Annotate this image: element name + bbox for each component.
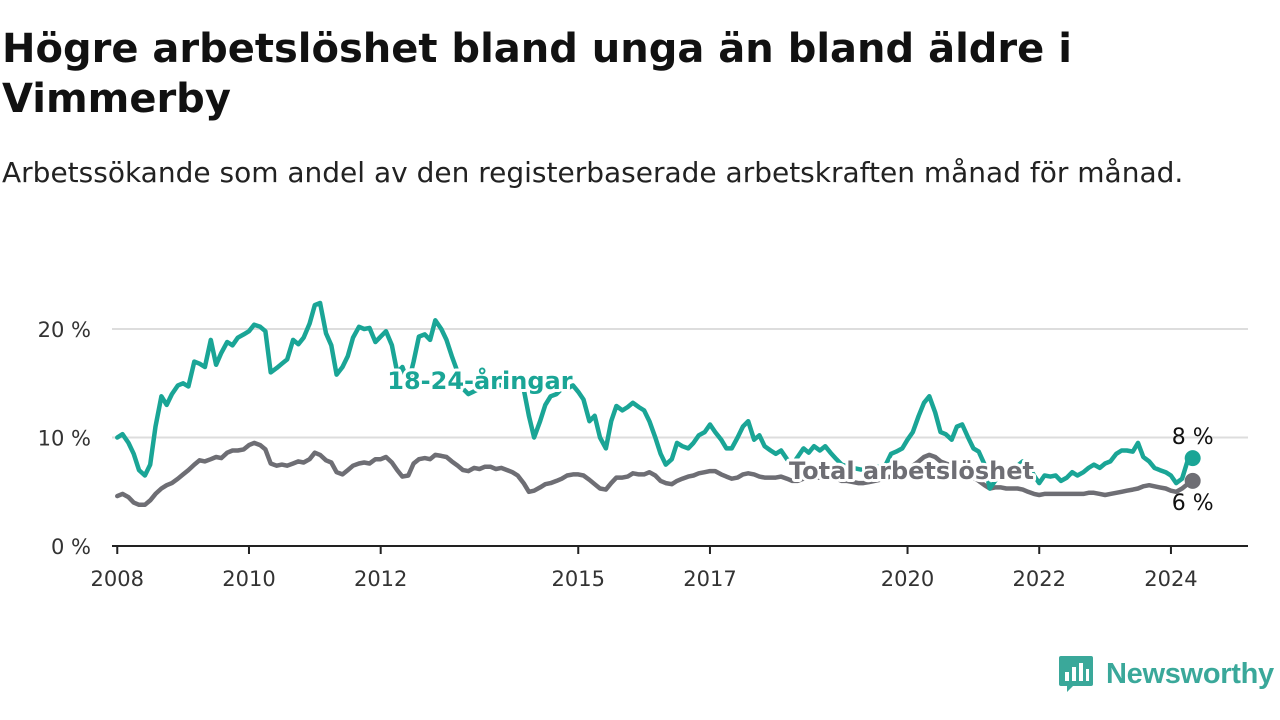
end-dot-total	[1184, 472, 1201, 489]
y-tick-label: 10 %	[38, 427, 91, 451]
x-tick-label: 2012	[354, 567, 407, 591]
gridlines: 0 % 10 % 20 %	[38, 318, 1248, 559]
x-tick-label: 2010	[222, 567, 275, 591]
series-label-total: Total arbetslöshet	[789, 457, 1034, 485]
y-tick-label: 0 %	[51, 535, 91, 559]
series-labels: 18-24-åringar 8 % Total arbetslöshet 6 %	[384, 363, 1214, 516]
series-lines	[115, 300, 1195, 508]
chart-subtitle: Arbetssökande som andel av den registerb…	[2, 156, 1184, 189]
x-tick-label: 2020	[881, 567, 934, 591]
newsworthy-logo-icon	[1059, 656, 1093, 692]
end-label-total: 6 %	[1172, 491, 1214, 516]
series-label-youth: 18-24-åringar	[387, 366, 572, 395]
newsworthy-logo[interactable]: Newsworthy	[1058, 654, 1274, 694]
series-line-youth	[115, 300, 1195, 491]
x-tick-label: 2017	[683, 567, 736, 591]
end-label-youth: 8 %	[1172, 425, 1214, 450]
y-tick-label: 20 %	[38, 318, 91, 342]
chart-title: Högre arbetslöshet bland unga än bland ä…	[2, 26, 1072, 122]
x-tick-label: 2008	[91, 567, 144, 591]
series-line-total	[115, 440, 1195, 508]
end-dot-youth	[1184, 450, 1201, 467]
x-tick-label: 2022	[1013, 567, 1066, 591]
x-tick-label: 2024	[1144, 567, 1197, 591]
x-tick-label: 2015	[552, 567, 605, 591]
newsworthy-wordmark: Newsworthy	[1106, 657, 1274, 690]
x-axis: 2008 2010 2012 2015 2017 2020 2022 2024	[91, 545, 1248, 591]
